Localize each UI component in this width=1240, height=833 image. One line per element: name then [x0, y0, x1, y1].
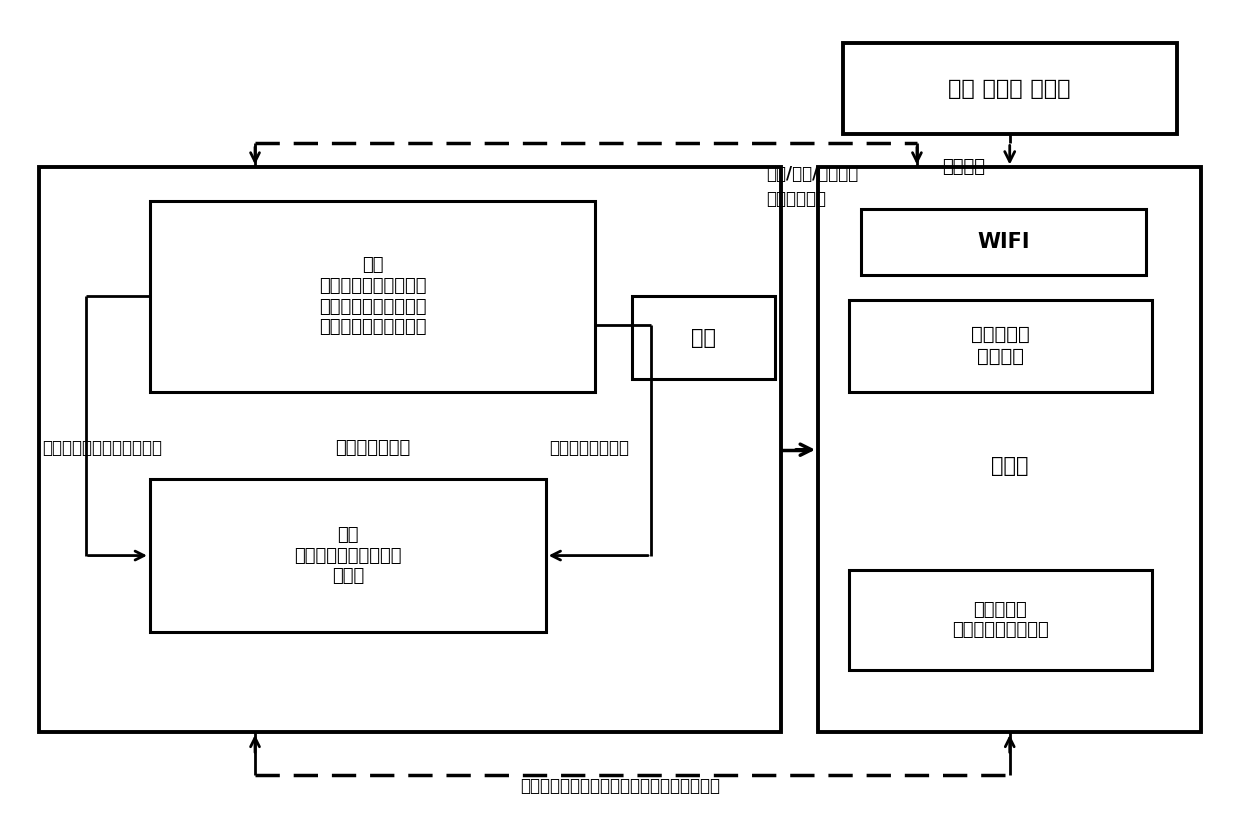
Text: 膝关节假肢装置: 膝关节假肢装置 — [335, 439, 410, 457]
Text: 设备/步态/调试信息: 设备/步态/调试信息 — [766, 165, 858, 183]
Bar — [843, 43, 1177, 134]
Bar — [150, 201, 595, 392]
Text: 主机
（角度编码器、小腿倾
斜角度传感、残端倾斜
角度传感、压力传感）: 主机 （角度编码器、小腿倾 斜角度传感、残端倾斜 角度传感、压力传感） — [319, 256, 427, 337]
Text: 蓝牙: 蓝牙 — [691, 327, 715, 347]
Bar — [849, 300, 1152, 392]
Text: 电量、电机执行位置状态等: 电量、电机执行位置状态等 — [42, 439, 162, 457]
Text: 从机
（阵尼电机、编码器、
寻孔）: 从机 （阵尼电机、编码器、 寻孔） — [294, 526, 402, 586]
Bar — [849, 570, 1152, 670]
Text: 调试、查看、控制指令、参数录入、固件数据: 调试、查看、控制指令、参数录入、固件数据 — [520, 777, 720, 795]
Bar — [150, 479, 546, 632]
Text: 指令应答数据: 指令应答数据 — [766, 190, 826, 208]
Text: WIFI: WIFI — [977, 232, 1029, 252]
Text: 假肢 膝关节 物联网: 假肢 膝关节 物联网 — [949, 78, 1071, 98]
Text: 手机客户端
（蓝牙）: 手机客户端 （蓝牙） — [971, 326, 1030, 367]
Text: 电脑客户端
（蓝牙主机适配器）: 电脑客户端 （蓝牙主机适配器） — [952, 601, 1049, 639]
Bar — [818, 167, 1202, 732]
Bar — [38, 167, 781, 732]
Bar — [632, 296, 775, 379]
Text: 上位机: 上位机 — [991, 456, 1028, 476]
Bar — [862, 209, 1146, 276]
Text: 阵尼开度位置信息: 阵尼开度位置信息 — [549, 439, 629, 457]
Text: 固件下载: 固件下载 — [942, 158, 986, 177]
